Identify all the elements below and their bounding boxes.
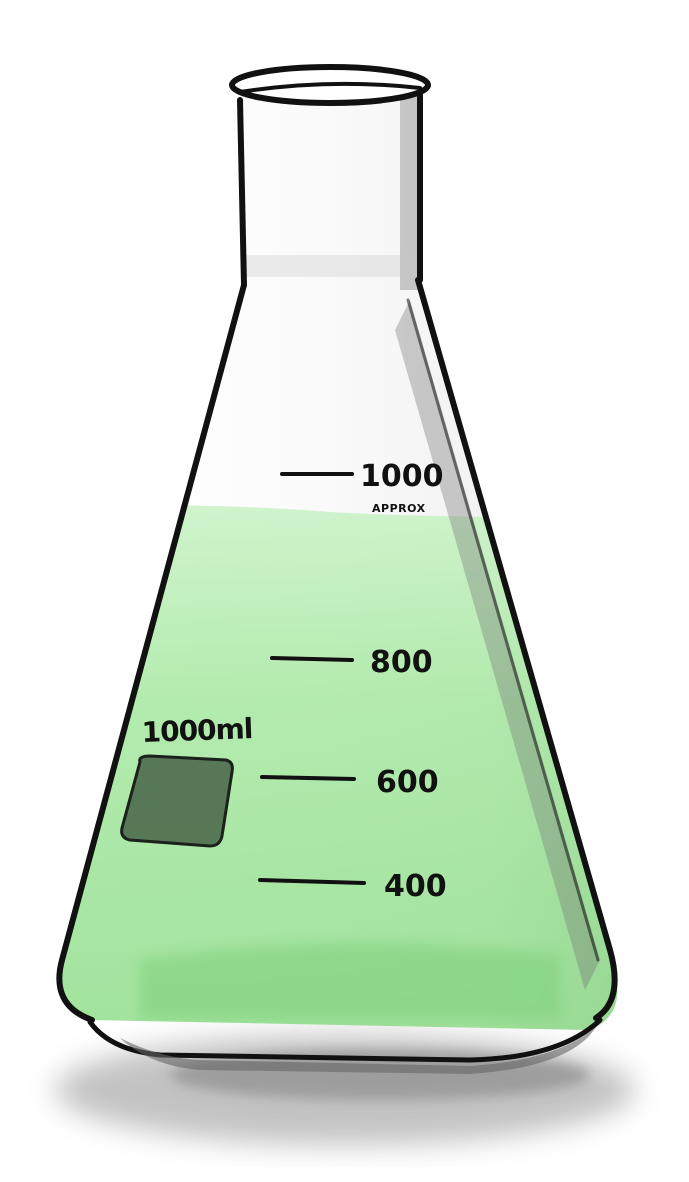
graduation-line-800 <box>270 656 354 662</box>
graduation-marks <box>258 472 366 885</box>
graduation-line-600 <box>260 775 356 781</box>
graduation-1000-note: APPROX <box>372 502 426 515</box>
base-shadow-band <box>120 1025 598 1074</box>
graduation-400: 400 <box>384 869 447 904</box>
flask-glass <box>57 85 618 1030</box>
neck-left <box>237 97 247 288</box>
neck-band <box>245 255 415 277</box>
graduation-1000: 1000 <box>360 459 444 494</box>
graduation-labels: 1000 APPROX 800 600 400 <box>360 459 447 904</box>
flask-outline <box>56 64 618 1023</box>
liquid-bottom-shade <box>140 943 560 1020</box>
body-left <box>56 282 247 1023</box>
graduation-600: 600 <box>376 765 439 800</box>
graduation-800: 800 <box>370 645 433 680</box>
body-right <box>415 277 618 1021</box>
base-rim <box>87 1017 603 1063</box>
lip-inner <box>238 81 422 94</box>
capacity-label-group: 1000ml <box>120 712 253 848</box>
capacity-label: 1000ml <box>141 712 253 749</box>
liquid <box>57 505 618 1030</box>
body-right-inner <box>406 298 600 962</box>
flask-base <box>87 1017 603 1074</box>
label-patch <box>120 754 234 848</box>
graduation-line-400 <box>258 878 366 885</box>
glass-edge-shade <box>395 300 600 990</box>
